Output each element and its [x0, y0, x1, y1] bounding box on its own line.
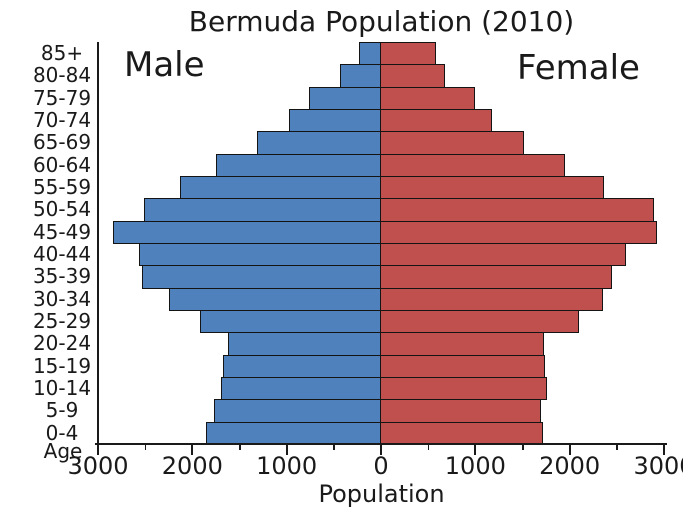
- x-axis-major-tick: [97, 444, 99, 455]
- age-tick-label: 45-49: [32, 219, 92, 244]
- bar-female-15-19: [380, 354, 545, 378]
- age-axis-title: Age: [43, 439, 83, 463]
- bar-male-50-54: [144, 198, 382, 222]
- bar-male-40-44: [138, 243, 382, 267]
- x-axis-minor-tick: [427, 444, 430, 450]
- bar-female-20-24: [380, 332, 545, 356]
- bar-female-65-69: [380, 131, 525, 155]
- bar-male-35-39: [142, 265, 382, 289]
- x-axis-major-tick: [663, 444, 665, 455]
- age-tick-label: 30-34: [32, 286, 92, 311]
- x-axis-title: Population: [318, 480, 445, 508]
- bar-female-35-39: [380, 265, 613, 289]
- bar-male-30-34: [168, 287, 382, 311]
- x-axis-major-tick: [474, 444, 477, 455]
- bar-male-10-14: [220, 377, 382, 401]
- x-axis-minor-tick: [144, 444, 147, 450]
- age-tick-label: 85+: [40, 41, 84, 65]
- bar-female-70-74: [380, 109, 493, 133]
- bar-male-15-19: [222, 354, 382, 378]
- x-axis-tick-label: 3000: [633, 452, 683, 480]
- bar-male-0-4: [206, 421, 382, 445]
- bar-male-70-74: [289, 109, 382, 133]
- x-axis-tick-label: 1000: [444, 452, 506, 480]
- x-axis-tick-label: 2000: [539, 452, 601, 480]
- age-tick-label: 50-54: [32, 197, 92, 222]
- bar-male-60-64: [215, 153, 382, 177]
- age-tick-label: 55-59: [32, 175, 92, 199]
- x-axis-minor-tick: [616, 444, 618, 450]
- x-axis-major-tick: [380, 444, 382, 455]
- bar-female-5-9: [380, 399, 542, 423]
- age-tick-label: 15-19: [32, 353, 92, 378]
- male-series-label: Male: [124, 45, 205, 85]
- y-axis-spine: [97, 42, 99, 445]
- bar-male-20-24: [227, 332, 382, 356]
- bar-female-50-54: [380, 198, 654, 222]
- bar-female-0-4: [380, 421, 543, 445]
- age-tick-label: 5-9: [45, 398, 79, 423]
- age-tick-label: 40-44: [32, 242, 92, 266]
- age-tick-label: 35-39: [32, 264, 92, 289]
- bar-male-75-79: [308, 86, 382, 110]
- bar-male-45-49: [113, 220, 382, 244]
- age-tick-label: 0-4: [45, 420, 79, 445]
- age-tick-label: 25-29: [32, 309, 92, 333]
- age-tick-label: 70-74: [32, 108, 92, 132]
- bar-female-85plus: [380, 42, 437, 66]
- bar-female-30-34: [380, 287, 604, 311]
- bar-female-10-14: [380, 377, 548, 401]
- bar-female-80-84: [380, 64, 446, 88]
- bar-female-55-59: [380, 176, 604, 200]
- bar-female-45-49: [380, 220, 657, 244]
- x-axis-minor-tick: [522, 444, 524, 450]
- x-axis-tick-label: 2000: [161, 452, 223, 480]
- bar-female-25-29: [380, 310, 580, 334]
- x-axis-minor-tick: [333, 444, 335, 450]
- age-tick-label: 80-84: [32, 63, 92, 88]
- bar-male-55-59: [179, 176, 382, 200]
- bar-female-40-44: [380, 243, 626, 267]
- female-series-label: Female: [517, 48, 640, 88]
- age-tick-label: 75-79: [32, 85, 92, 110]
- bar-female-75-79: [380, 86, 476, 110]
- bar-male-80-84: [339, 64, 382, 88]
- age-tick-label: 10-14: [32, 376, 92, 400]
- x-axis-major-tick: [191, 444, 194, 455]
- chart-title: Bermuda Population (2010): [188, 5, 575, 38]
- x-axis-tick-label: 0: [373, 452, 389, 480]
- x-axis-major-tick: [568, 444, 571, 455]
- age-tick-label: 60-64: [32, 152, 92, 177]
- age-tick-label: 20-24: [32, 331, 92, 356]
- x-axis-minor-tick: [239, 444, 241, 450]
- x-axis-tick-label: 1000: [256, 452, 318, 480]
- x-axis-tick-label: 3000: [67, 452, 129, 480]
- bar-male-5-9: [213, 399, 382, 423]
- bar-female-60-64: [380, 153, 565, 177]
- bar-male-25-29: [199, 310, 382, 334]
- bar-male-65-69: [256, 131, 382, 155]
- x-axis-major-tick: [285, 444, 288, 455]
- age-tick-label: 65-69: [32, 130, 92, 155]
- bar-male-85plus: [358, 42, 382, 66]
